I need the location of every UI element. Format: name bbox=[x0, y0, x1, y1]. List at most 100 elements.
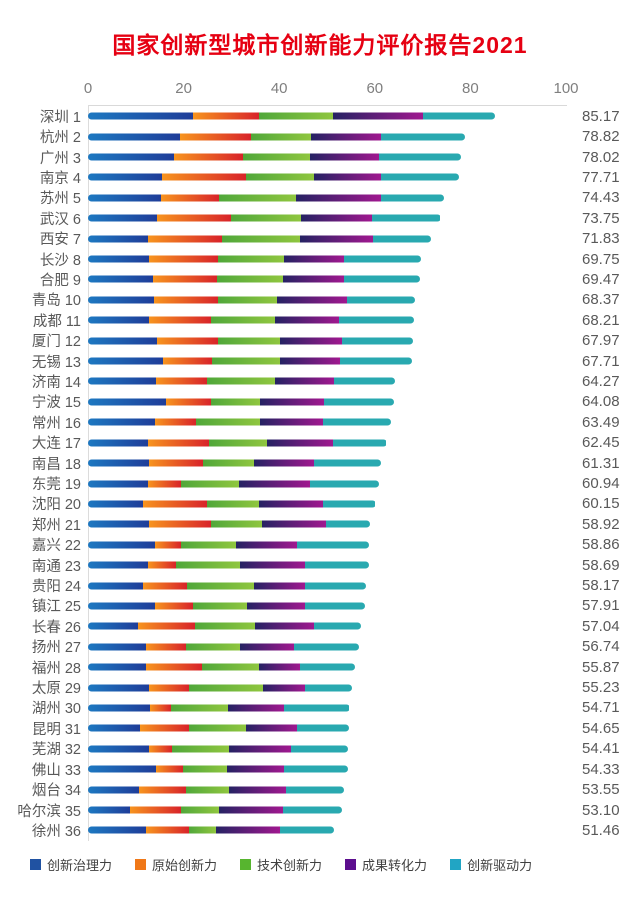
bar-track bbox=[88, 330, 566, 350]
bar-segment bbox=[149, 316, 211, 324]
bar-row: 武汉 6 73.75 bbox=[0, 208, 640, 228]
bar-segment bbox=[380, 194, 444, 202]
bar-track bbox=[88, 779, 566, 799]
bar-segment bbox=[282, 806, 342, 814]
city-label: 杭州 2 bbox=[39, 130, 81, 147]
bar-segment bbox=[155, 377, 208, 385]
city-label: 成都 11 bbox=[32, 313, 81, 330]
legend-label: 创新治理力 bbox=[47, 857, 113, 873]
bar-row: 沈阳 20 60.15 bbox=[0, 494, 640, 514]
bar-segment bbox=[275, 316, 340, 324]
city-label: 福州 28 bbox=[31, 660, 81, 677]
bar-row: 大连 17 62.45 bbox=[0, 433, 640, 453]
bar-segment bbox=[378, 153, 461, 161]
bar-row: 嘉兴 22 58.86 bbox=[0, 535, 640, 555]
bar-segment bbox=[192, 112, 259, 120]
bar-segment bbox=[88, 235, 149, 243]
bar-segment bbox=[138, 622, 196, 630]
bar-segment bbox=[152, 275, 217, 283]
city-label: 苏州 5 bbox=[39, 191, 81, 208]
bar-segment bbox=[340, 357, 412, 365]
bar-segment bbox=[297, 724, 350, 732]
x-axis: 0 20 40 60 80 100 bbox=[84, 80, 579, 100]
bar-segment bbox=[170, 704, 228, 712]
bar-segment bbox=[149, 704, 171, 712]
bar-segment bbox=[230, 214, 301, 222]
city-label: 西安 7 bbox=[39, 232, 81, 249]
bar-segment bbox=[347, 296, 415, 304]
stacked-bar bbox=[88, 418, 392, 426]
bar-track bbox=[88, 269, 566, 289]
stacked-bar bbox=[88, 357, 412, 365]
stacked-bar bbox=[88, 275, 421, 283]
bar-segment bbox=[88, 459, 150, 467]
bar-segment bbox=[217, 337, 280, 345]
bar-segment bbox=[88, 173, 162, 181]
bar-segment bbox=[297, 541, 370, 549]
stacked-bar bbox=[88, 480, 380, 488]
bar-segment bbox=[148, 439, 210, 447]
axis-tick-label: 60 bbox=[366, 80, 384, 97]
bar-track bbox=[88, 637, 566, 657]
bar-segment bbox=[149, 255, 218, 263]
bar-segment bbox=[149, 520, 211, 528]
bar-segment bbox=[322, 500, 376, 508]
bar-segment bbox=[162, 357, 212, 365]
bar-segment bbox=[165, 398, 211, 406]
bar-segment bbox=[154, 602, 193, 610]
bar-track bbox=[88, 718, 566, 738]
stacked-bar bbox=[88, 377, 396, 385]
bar-track bbox=[88, 535, 566, 555]
bar-segment bbox=[267, 439, 333, 447]
bar-segment bbox=[148, 480, 181, 488]
stacked-bar bbox=[88, 704, 350, 712]
bar-segment bbox=[227, 704, 285, 712]
stacked-bar bbox=[88, 724, 350, 732]
value-label: 57.91 bbox=[582, 597, 620, 615]
value-label: 58.17 bbox=[582, 577, 620, 595]
city-label: 厦门 12 bbox=[31, 334, 81, 351]
bar-segment bbox=[253, 459, 314, 467]
bar-segment bbox=[88, 643, 147, 651]
stacked-bar bbox=[88, 500, 376, 508]
value-label: 54.71 bbox=[582, 699, 620, 717]
bar-segment bbox=[309, 153, 379, 161]
bar-segment bbox=[161, 173, 247, 181]
bar-row: 常州 16 63.49 bbox=[0, 412, 640, 432]
bar-segment bbox=[88, 398, 166, 406]
bar-track bbox=[88, 371, 566, 391]
bar-track bbox=[88, 657, 566, 677]
bar-segment bbox=[88, 153, 175, 161]
bar-segment bbox=[189, 724, 247, 732]
bar-segment bbox=[179, 133, 251, 141]
bar-segment bbox=[211, 357, 280, 365]
city-label: 芜湖 32 bbox=[31, 742, 81, 759]
value-label: 68.37 bbox=[582, 291, 620, 309]
bar-segment bbox=[246, 724, 298, 732]
bar-segment bbox=[88, 357, 163, 365]
bar-segment bbox=[143, 500, 208, 508]
axis-tick-label: 100 bbox=[553, 80, 579, 97]
stacked-bar-chart: 深圳 1 85.17 杭州 2 78.82 广州 3 78.02 南京 4 77.71 苏州 5… bbox=[0, 105, 640, 841]
city-label: 昆明 31 bbox=[31, 721, 81, 738]
bar-segment bbox=[88, 602, 155, 610]
bar-segment bbox=[262, 684, 306, 692]
bar-track bbox=[88, 759, 566, 779]
city-label: 长沙 8 bbox=[39, 252, 81, 269]
bar-row: 芜湖 32 54.41 bbox=[0, 739, 640, 759]
bar-segment bbox=[216, 826, 280, 834]
bar-segment bbox=[221, 235, 300, 243]
value-label: 74.43 bbox=[582, 189, 620, 207]
bar-segment bbox=[88, 214, 158, 222]
bar-track bbox=[88, 228, 566, 248]
bar-segment bbox=[322, 418, 392, 426]
bar-segment bbox=[210, 316, 276, 324]
bar-row: 宁波 15 64.08 bbox=[0, 392, 640, 412]
bar-segment bbox=[238, 480, 311, 488]
bar-row: 长沙 8 69.75 bbox=[0, 249, 640, 269]
bar-track bbox=[88, 188, 566, 208]
stacked-bar bbox=[88, 826, 334, 834]
bar-row: 南京 4 77.71 bbox=[0, 167, 640, 187]
bar-segment bbox=[195, 622, 256, 630]
